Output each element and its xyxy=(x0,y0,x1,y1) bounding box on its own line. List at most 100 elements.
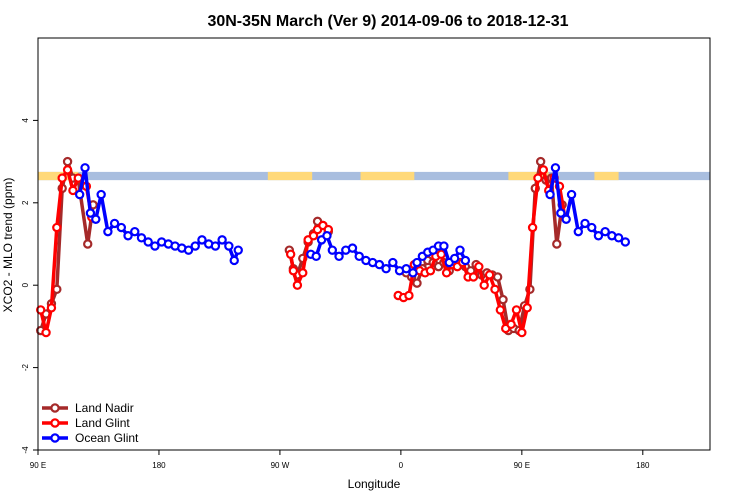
data-point xyxy=(573,226,583,237)
data-point xyxy=(381,264,391,274)
y-tick-label: 4 xyxy=(21,118,30,123)
data-point xyxy=(550,163,561,173)
plot-frame xyxy=(37,37,711,451)
x-axis-label: Longitude xyxy=(348,477,401,491)
data-point xyxy=(401,264,411,274)
data-point xyxy=(517,327,527,338)
data-point xyxy=(484,270,495,280)
data-point xyxy=(552,239,562,249)
data-point xyxy=(449,253,460,264)
data-point xyxy=(80,163,90,173)
data-point xyxy=(492,272,503,282)
legend-item: Land Nadir xyxy=(42,401,134,415)
data-point xyxy=(436,249,446,259)
data-point xyxy=(298,268,308,278)
data-point xyxy=(190,241,200,251)
chart-title: 30N-35N March (Ver 9) 2014-09-06 to 2018… xyxy=(207,13,568,30)
x-tick-label: 90 W xyxy=(271,461,290,470)
data-point xyxy=(292,280,303,290)
data-point xyxy=(468,272,479,282)
data-point xyxy=(83,239,93,249)
data-point xyxy=(327,245,338,255)
data-point xyxy=(506,319,516,330)
data-point xyxy=(288,266,299,276)
data-point xyxy=(600,226,610,237)
data-point xyxy=(566,189,577,200)
legend-swatch-point xyxy=(50,403,60,413)
y-tick-label: 2 xyxy=(21,200,30,205)
land-band-segment xyxy=(508,171,549,181)
data-point xyxy=(91,214,101,224)
x-axis: 90 E 180 90 W 0 90 E 180 xyxy=(30,450,650,470)
data-point xyxy=(620,237,631,247)
data-point xyxy=(455,245,465,255)
series-ocean-glint xyxy=(74,163,631,278)
land-band-segment xyxy=(267,171,313,181)
data-point xyxy=(35,305,46,315)
x-tick-label: 90 E xyxy=(514,461,530,470)
data-point xyxy=(425,266,436,276)
data-point xyxy=(109,218,120,229)
y-tick-label: 0 xyxy=(21,282,30,287)
legend-swatch-point xyxy=(50,433,60,443)
data-point xyxy=(388,257,398,268)
data-point xyxy=(143,237,153,247)
data-point xyxy=(439,241,449,251)
data-point xyxy=(311,251,321,262)
data-point xyxy=(74,189,85,200)
data-point xyxy=(334,251,344,262)
data-point xyxy=(587,222,597,233)
data-point xyxy=(613,233,624,243)
data-point xyxy=(522,303,532,313)
data-point xyxy=(561,214,571,224)
y-axis: -4 -2 0 2 4 xyxy=(21,118,38,454)
data-point xyxy=(183,245,194,255)
data-point xyxy=(96,189,106,200)
surface-band xyxy=(38,171,710,181)
legend-label: Ocean Glint xyxy=(75,431,139,445)
data-point xyxy=(46,303,57,313)
data-point xyxy=(52,222,62,233)
land-band-segment xyxy=(360,171,415,181)
y-tick-label: -2 xyxy=(21,363,30,371)
data-point xyxy=(130,226,140,237)
series-lines xyxy=(35,156,631,338)
x-tick-label: 0 xyxy=(399,461,404,470)
data-point xyxy=(210,241,221,251)
data-point xyxy=(285,249,296,259)
legend-swatch-point xyxy=(50,418,60,428)
data-point xyxy=(136,233,147,243)
data-point xyxy=(197,235,207,245)
data-point xyxy=(62,156,73,167)
data-point xyxy=(533,173,543,183)
data-point xyxy=(57,173,67,183)
data-point xyxy=(123,231,133,241)
legend-label: Land Nadir xyxy=(75,401,134,415)
legend-label: Land Glint xyxy=(75,416,130,430)
data-point xyxy=(116,222,127,233)
legend-item: Land Glint xyxy=(42,416,130,430)
land-band-segment xyxy=(594,171,619,181)
data-point xyxy=(404,290,414,301)
data-point xyxy=(490,284,500,295)
series-land-glint xyxy=(35,165,570,338)
legend-item: Ocean Glint xyxy=(42,431,139,445)
data-point xyxy=(62,165,73,175)
series-land-nadir xyxy=(35,156,567,336)
y-tick-label: -4 xyxy=(21,446,30,454)
data-point xyxy=(68,185,78,196)
data-point xyxy=(308,231,319,241)
x-tick-label: 90 E xyxy=(30,461,46,470)
data-point xyxy=(535,156,546,167)
data-point xyxy=(474,261,484,272)
data-point xyxy=(412,257,422,268)
data-point xyxy=(224,241,234,251)
data-point xyxy=(85,208,96,218)
data-point xyxy=(374,259,385,270)
data-point xyxy=(441,268,452,278)
data-point xyxy=(217,235,227,245)
data-point xyxy=(495,305,506,315)
data-point xyxy=(511,305,522,315)
data-point xyxy=(412,278,422,288)
data-point xyxy=(229,255,239,266)
